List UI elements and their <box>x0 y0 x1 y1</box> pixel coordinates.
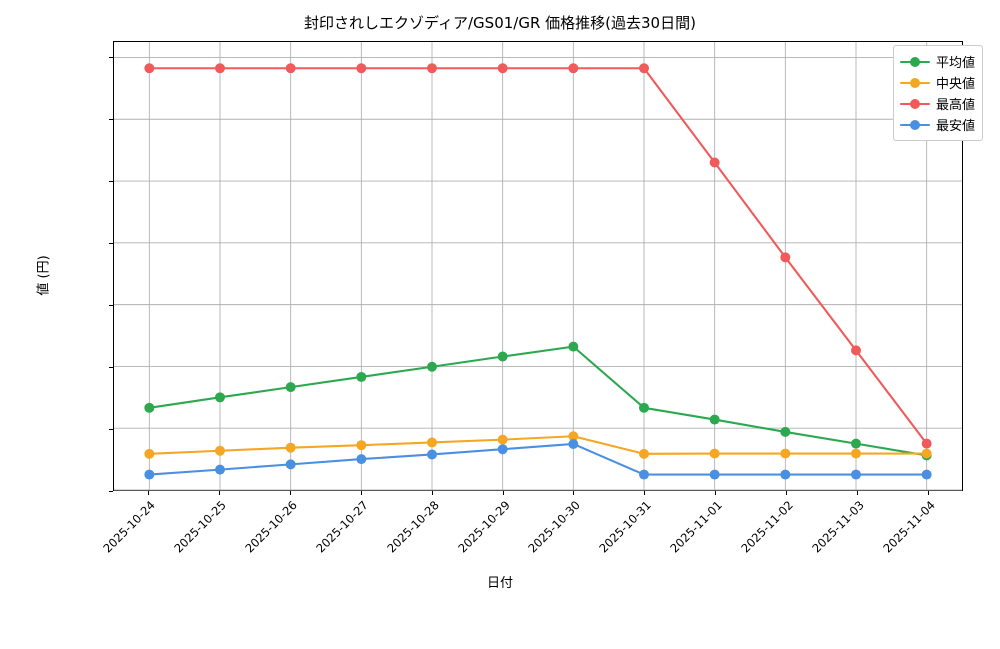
legend-swatch <box>900 77 930 89</box>
y-tick-mark <box>109 491 113 492</box>
data-point <box>497 434 508 445</box>
x-tick-mark <box>148 491 150 495</box>
data-point <box>921 469 932 480</box>
x-tick-mark <box>785 491 787 495</box>
legend-label: 最高値 <box>936 98 976 113</box>
data-point <box>780 426 791 437</box>
x-axis-label: 日付 <box>486 576 513 591</box>
data-point <box>568 438 579 449</box>
data-point <box>497 351 508 362</box>
data-point <box>639 402 649 413</box>
x-tick-mark <box>431 491 433 495</box>
data-point <box>356 454 367 465</box>
legend-swatch <box>900 119 930 131</box>
data-point <box>851 448 861 459</box>
data-point <box>144 448 155 459</box>
legend-label: 最安値 <box>936 119 976 134</box>
data-point <box>215 63 225 74</box>
chart-figure: 封印されしエクゾディア/GS01/GR 価格推移(過去30日間) 値 (円) 日… <box>36 14 984 591</box>
x-tick-mark <box>360 491 362 495</box>
x-tick-mark <box>927 491 929 495</box>
data-point <box>285 459 296 470</box>
legend-item[interactable]: 中央値 <box>900 72 975 93</box>
grid-lines <box>114 42 962 491</box>
x-tick-mark <box>573 491 575 495</box>
legend-item[interactable]: 最安値 <box>900 114 975 135</box>
chart-legend: 平均値中央値最高値最安値 <box>893 45 984 141</box>
data-point <box>356 440 367 451</box>
y-tick-mark <box>109 366 113 368</box>
data-point <box>709 448 720 459</box>
legend-item[interactable]: 平均値 <box>900 51 975 72</box>
chart-title: 封印されしエクゾディア/GS01/GR 価格推移(過去30日間) <box>304 14 696 32</box>
series-line-2 <box>148 67 928 445</box>
data-point <box>639 448 649 459</box>
data-point <box>497 444 508 455</box>
data-point <box>921 448 932 459</box>
data-point <box>427 63 437 74</box>
data-point <box>851 345 861 356</box>
data-point <box>780 252 791 263</box>
data-point <box>285 442 296 453</box>
data-point <box>568 63 579 74</box>
y-tick-mark <box>109 180 113 182</box>
y-tick-mark <box>109 118 113 120</box>
y-axis-label: 値 (円) <box>36 255 52 296</box>
x-tick-mark <box>644 491 646 495</box>
data-point <box>144 63 155 74</box>
x-tick-mark <box>715 491 717 495</box>
data-point <box>780 448 791 459</box>
data-point <box>709 414 720 425</box>
x-tick-mark <box>290 491 292 495</box>
data-point <box>215 464 225 475</box>
y-tick-mark <box>109 428 113 430</box>
data-point <box>356 63 367 74</box>
data-point <box>639 469 649 480</box>
data-point <box>639 63 649 74</box>
legend-label: 中央値 <box>936 77 976 92</box>
data-point <box>215 392 225 403</box>
plot-area <box>113 41 963 491</box>
data-point <box>851 438 861 449</box>
data-point <box>780 469 791 480</box>
data-point <box>568 431 579 442</box>
data-point <box>709 469 720 480</box>
data-point <box>356 371 367 382</box>
data-point <box>921 438 932 449</box>
legend-swatch <box>900 56 930 68</box>
data-point <box>285 382 296 393</box>
data-point <box>427 449 437 460</box>
data-point <box>144 469 155 480</box>
data-point <box>285 63 296 74</box>
data-point <box>427 437 437 448</box>
y-tick-mark <box>109 242 113 244</box>
y-tick-mark <box>109 56 113 58</box>
data-point <box>497 63 508 74</box>
x-tick-mark <box>856 491 858 495</box>
series-line-1 <box>148 435 928 455</box>
data-point <box>851 469 861 480</box>
y-tick-mark <box>109 304 113 306</box>
data-point <box>144 402 155 413</box>
legend-label: 平均値 <box>936 56 976 71</box>
x-tick-mark <box>502 491 504 495</box>
data-point <box>215 445 225 456</box>
legend-item[interactable]: 最高値 <box>900 93 975 114</box>
x-tick-mark <box>219 491 221 495</box>
series-line-0 <box>148 345 928 457</box>
data-point <box>709 157 720 168</box>
data-point <box>427 361 437 372</box>
legend-swatch <box>900 98 930 110</box>
data-series-layer <box>144 63 932 480</box>
series-line-3 <box>148 442 928 476</box>
data-point <box>568 341 579 352</box>
